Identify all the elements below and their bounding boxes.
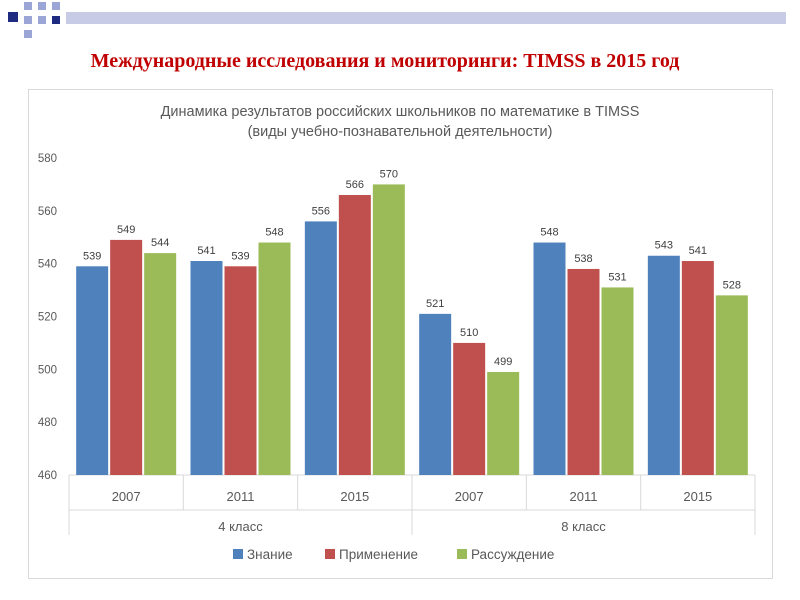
data-label: 544 bbox=[151, 237, 169, 249]
data-label: 543 bbox=[655, 240, 673, 252]
deco-square bbox=[38, 2, 46, 10]
data-label: 566 bbox=[346, 179, 364, 191]
chart-title: Динамика результатов российских школьник… bbox=[161, 104, 640, 120]
legend-swatch bbox=[457, 549, 467, 559]
y-tick-label: 580 bbox=[38, 153, 57, 165]
chart: Динамика результатов российских школьник… bbox=[38, 104, 756, 562]
title-decoration bbox=[0, 0, 800, 42]
x-tick-label: 2007 bbox=[112, 489, 141, 504]
data-label: 528 bbox=[723, 279, 741, 291]
bar bbox=[453, 342, 486, 475]
group-label: 8 класс bbox=[561, 519, 606, 534]
data-label: 539 bbox=[231, 250, 249, 262]
x-tick-label: 2011 bbox=[227, 489, 255, 504]
data-label: 548 bbox=[540, 227, 558, 239]
x-tick-label: 2011 bbox=[570, 489, 598, 504]
x-tick-label: 2015 bbox=[683, 489, 712, 504]
bar bbox=[258, 242, 291, 475]
bar bbox=[304, 221, 337, 475]
legend-swatch bbox=[233, 549, 243, 559]
deco-bar bbox=[66, 12, 786, 24]
legend-label: Знание bbox=[247, 547, 293, 562]
chart-subtitle: (виды учебно-познавательной деятельности… bbox=[248, 124, 553, 140]
data-label: 556 bbox=[312, 205, 330, 217]
bar bbox=[144, 253, 177, 475]
deco-square bbox=[38, 16, 46, 24]
data-label: 539 bbox=[83, 250, 101, 262]
y-tick-label: 460 bbox=[38, 470, 57, 482]
data-label: 570 bbox=[380, 168, 398, 180]
deco-square bbox=[8, 12, 18, 22]
y-tick-label: 480 bbox=[38, 417, 57, 429]
bar bbox=[601, 287, 634, 475]
chart-frame: Динамика результатов российских школьник… bbox=[28, 89, 773, 579]
data-label: 531 bbox=[608, 271, 626, 283]
bar bbox=[533, 242, 566, 475]
deco-square bbox=[52, 16, 60, 24]
bar bbox=[224, 266, 257, 475]
deco-square bbox=[24, 2, 32, 10]
bar bbox=[372, 184, 405, 475]
x-tick-label: 2015 bbox=[340, 489, 369, 504]
y-tick-label: 560 bbox=[38, 206, 57, 218]
data-label: 548 bbox=[265, 227, 283, 239]
legend-label: Применение bbox=[339, 547, 418, 562]
slide-title: Международные исследования и мониторинги… bbox=[90, 50, 680, 72]
bar bbox=[567, 268, 600, 475]
data-label: 499 bbox=[494, 356, 512, 368]
data-label: 541 bbox=[197, 245, 215, 257]
bar bbox=[76, 266, 109, 475]
data-label: 549 bbox=[117, 224, 135, 236]
group-label: 4 класс bbox=[218, 519, 263, 534]
y-tick-label: 540 bbox=[38, 259, 57, 271]
bar bbox=[681, 261, 714, 475]
data-label: 541 bbox=[689, 245, 707, 257]
legend-label: Рассуждение bbox=[471, 547, 554, 562]
data-label: 521 bbox=[426, 298, 444, 310]
y-tick-label: 520 bbox=[38, 312, 57, 324]
bar bbox=[419, 313, 452, 475]
bar bbox=[487, 371, 520, 475]
bar bbox=[110, 239, 143, 475]
bar bbox=[190, 261, 223, 475]
data-label: 538 bbox=[574, 253, 592, 265]
bar bbox=[715, 295, 748, 475]
deco-square bbox=[24, 30, 32, 38]
deco-square bbox=[24, 16, 32, 24]
deco-square bbox=[52, 2, 60, 10]
legend-swatch bbox=[325, 549, 335, 559]
y-tick-label: 500 bbox=[38, 364, 57, 376]
bar bbox=[338, 194, 371, 475]
bar bbox=[647, 255, 680, 475]
data-label: 510 bbox=[460, 327, 478, 339]
x-tick-label: 2007 bbox=[455, 489, 484, 504]
